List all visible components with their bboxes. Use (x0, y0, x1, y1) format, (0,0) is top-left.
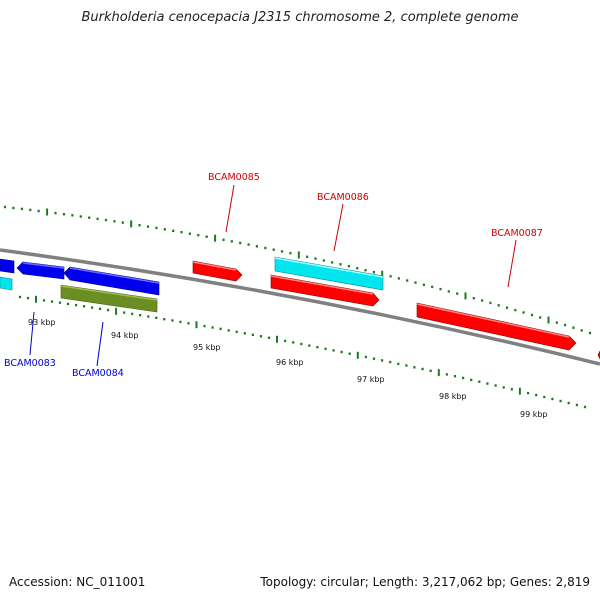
gene-label-bcam0084[interactable]: BCAM0084 (72, 368, 124, 379)
inner-tick-ring (18, 295, 587, 409)
gene-left-partial-blue[interactable] (0, 258, 15, 274)
leader-bcam0085 (225, 184, 235, 233)
kbp-label-94: 94 kbp (111, 331, 139, 340)
gene-label-bcam0083[interactable]: BCAM0083 (4, 358, 56, 369)
gene-bcam0086-cyan[interactable] (274, 256, 384, 291)
leader-bcam0083 (29, 311, 35, 356)
gene-bcam0083[interactable] (16, 261, 65, 280)
kbp-label-97: 97 kbp (357, 375, 385, 384)
kbp-label-96: 96 kbp (276, 358, 304, 367)
accession-text: Accession: NC_011001 (9, 575, 146, 589)
gene-label-bcam0086[interactable]: BCAM0086 (317, 192, 369, 203)
gene-label-bcam0087[interactable]: BCAM0087 (491, 228, 543, 239)
map-title: Burkholderia cenocepacia J2315 chromosom… (81, 10, 519, 25)
leader-bcam0087 (507, 239, 517, 288)
gene-bcam0086[interactable] (270, 274, 380, 307)
gene-bcam0085[interactable] (192, 260, 243, 282)
kbp-label-93: 93 kbp (28, 318, 56, 327)
gene-label-bcam0085[interactable]: BCAM0085 (208, 172, 260, 183)
kbp-label-99: 99 kbp (520, 410, 548, 419)
kbp-label-98: 98 kbp (439, 392, 467, 401)
gene-bcam0084-olive[interactable] (60, 284, 158, 313)
topology-summary-text: Topology: circular; Length: 3,217,062 bp… (260, 575, 590, 589)
outer-tick-ring (3, 205, 592, 335)
kbp-label-95: 95 kbp (193, 343, 221, 352)
gene-bcam0087[interactable] (416, 302, 577, 351)
gene-bcam0084-blue[interactable] (63, 266, 160, 296)
gene-left-partial-cyan[interactable] (0, 276, 13, 291)
leader-bcam0086 (333, 203, 344, 252)
leader-bcam0084 (96, 321, 104, 367)
chromosome-backbone (0, 248, 600, 366)
